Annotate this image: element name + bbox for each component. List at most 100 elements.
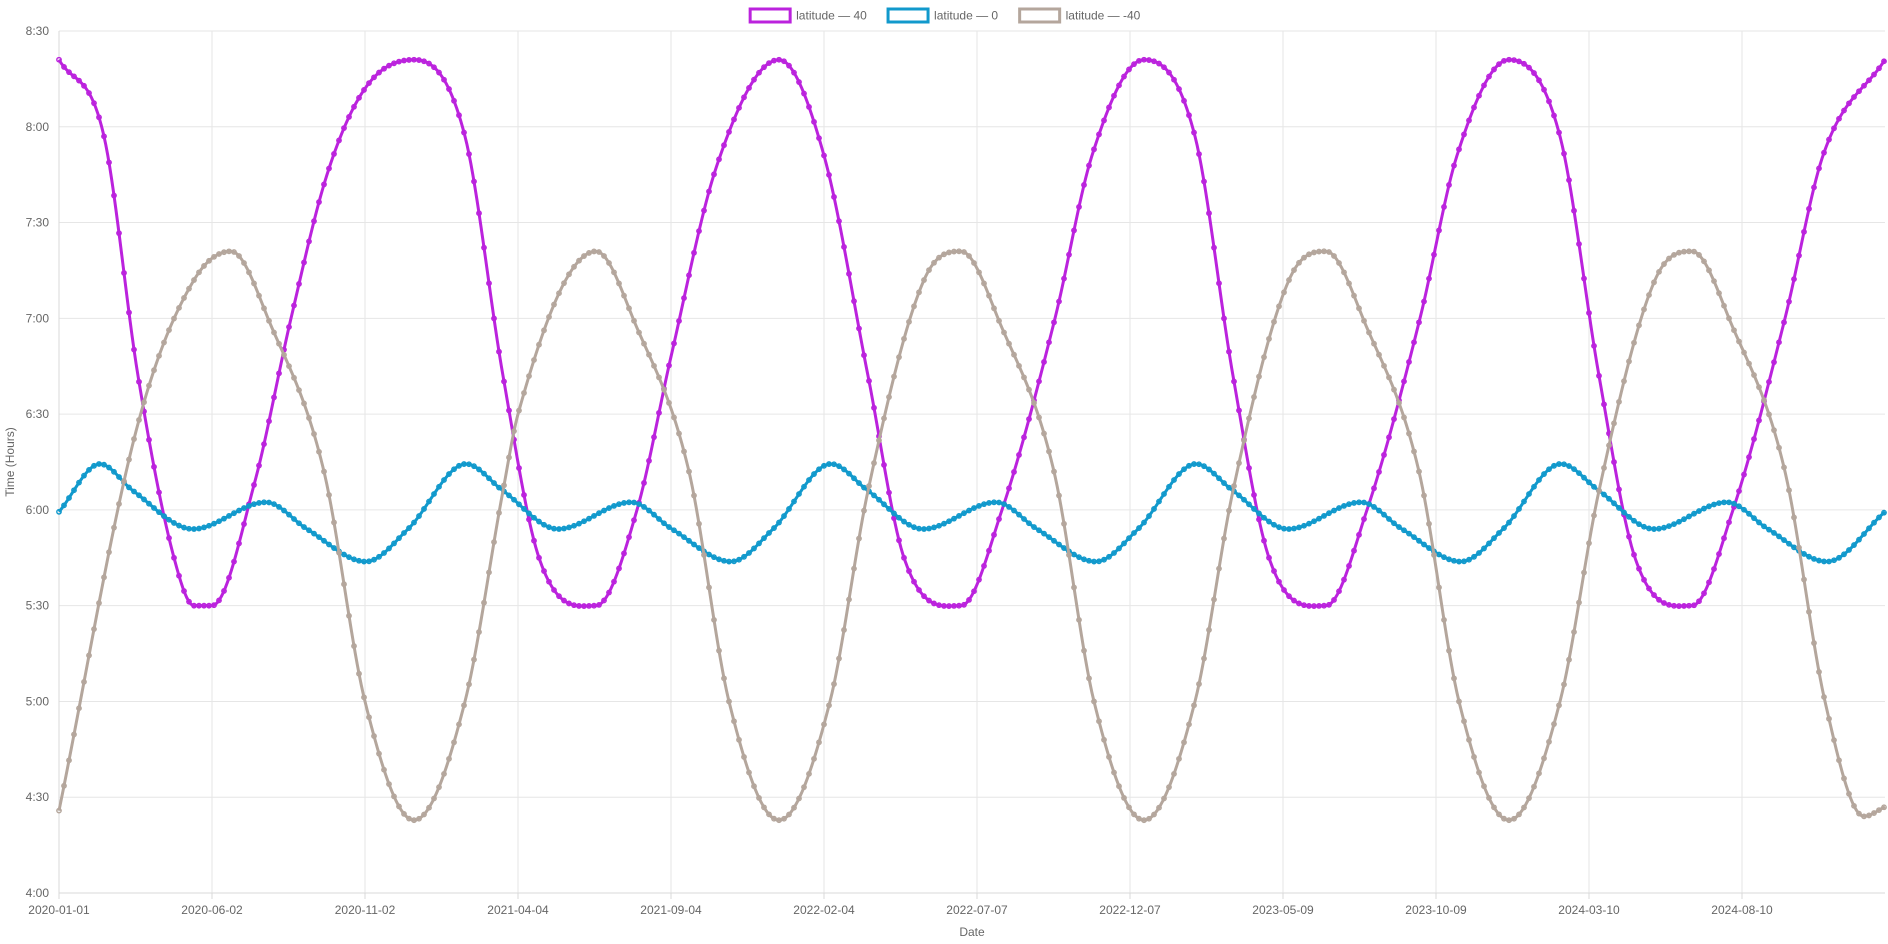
data-point bbox=[1756, 519, 1762, 526]
data-point bbox=[1196, 151, 1202, 158]
data-point bbox=[971, 260, 977, 266]
data-point bbox=[666, 400, 672, 406]
legend-swatch bbox=[886, 7, 930, 24]
data-point bbox=[406, 815, 412, 822]
data-point bbox=[991, 305, 997, 312]
data-point bbox=[1431, 552, 1437, 558]
data-point bbox=[161, 513, 167, 519]
data-point bbox=[926, 597, 932, 604]
data-point bbox=[1661, 261, 1667, 267]
data-point bbox=[376, 750, 382, 757]
data-point bbox=[301, 400, 307, 407]
data-point bbox=[1216, 280, 1222, 287]
data-point bbox=[1696, 598, 1702, 605]
data-point bbox=[246, 503, 252, 509]
data-point bbox=[1121, 540, 1127, 547]
data-point bbox=[791, 804, 797, 811]
data-point bbox=[801, 784, 807, 791]
data-point bbox=[1421, 298, 1427, 305]
data-point bbox=[986, 547, 992, 554]
data-point bbox=[851, 475, 857, 482]
data-point bbox=[446, 471, 452, 477]
data-point bbox=[1876, 514, 1882, 521]
data-point bbox=[1026, 386, 1032, 393]
data-point bbox=[256, 462, 262, 469]
data-point bbox=[201, 263, 207, 269]
data-point bbox=[511, 428, 517, 435]
data-point bbox=[1746, 510, 1752, 517]
data-point bbox=[336, 137, 342, 144]
data-point bbox=[416, 815, 422, 822]
data-point bbox=[266, 317, 272, 324]
data-point bbox=[781, 58, 787, 65]
data-point bbox=[1531, 783, 1537, 790]
legend-item[interactable]: latitude — 40 bbox=[748, 7, 867, 24]
data-point bbox=[606, 505, 612, 511]
data-point bbox=[791, 498, 797, 505]
data-point bbox=[701, 207, 707, 214]
data-point bbox=[751, 545, 757, 552]
data-point bbox=[941, 251, 947, 258]
data-point bbox=[931, 524, 937, 531]
data-point bbox=[1356, 531, 1362, 538]
data-point bbox=[111, 192, 117, 199]
data-point bbox=[1451, 557, 1457, 564]
data-point bbox=[341, 125, 347, 132]
data-point bbox=[926, 525, 932, 532]
data-point bbox=[386, 545, 392, 552]
legend-item[interactable]: latitude — -40 bbox=[1018, 7, 1141, 24]
data-point bbox=[891, 510, 897, 517]
data-point bbox=[336, 549, 342, 556]
data-point bbox=[481, 244, 487, 251]
data-point bbox=[1481, 82, 1487, 89]
data-point bbox=[1076, 203, 1082, 210]
data-point bbox=[1191, 702, 1197, 709]
data-point bbox=[1876, 807, 1882, 813]
data-point bbox=[316, 448, 322, 455]
data-point bbox=[806, 770, 812, 777]
data-point bbox=[756, 795, 762, 801]
y-tick-label: 6:30 bbox=[26, 407, 50, 421]
data-point bbox=[1836, 757, 1842, 764]
data-point bbox=[181, 524, 187, 531]
data-point bbox=[216, 518, 222, 525]
data-point bbox=[646, 507, 652, 514]
data-point bbox=[1596, 372, 1602, 379]
data-point bbox=[1381, 362, 1387, 369]
data-point bbox=[861, 484, 867, 491]
data-point bbox=[1736, 503, 1742, 510]
legend-item[interactable]: latitude — 0 bbox=[886, 7, 998, 24]
data-point bbox=[906, 568, 912, 574]
data-point bbox=[1281, 587, 1287, 593]
data-point bbox=[686, 537, 692, 544]
data-point bbox=[61, 64, 67, 70]
data-point bbox=[1126, 535, 1132, 542]
data-point bbox=[876, 437, 882, 444]
data-point bbox=[1536, 77, 1542, 84]
data-point bbox=[196, 525, 202, 532]
data-point bbox=[416, 57, 422, 63]
data-point bbox=[966, 507, 972, 514]
data-point bbox=[1776, 444, 1782, 451]
data-point bbox=[1151, 506, 1157, 512]
data-point bbox=[791, 69, 797, 76]
data-point bbox=[486, 475, 492, 482]
data-point bbox=[1741, 506, 1747, 513]
data-point bbox=[1866, 525, 1872, 532]
data-point bbox=[411, 519, 417, 526]
data-point bbox=[1736, 488, 1742, 495]
data-point bbox=[1666, 601, 1672, 608]
data-point bbox=[1136, 57, 1142, 64]
data-point bbox=[1581, 569, 1587, 576]
data-point bbox=[1416, 468, 1422, 475]
data-point bbox=[1666, 523, 1672, 530]
data-point bbox=[636, 501, 642, 508]
data-point bbox=[426, 804, 432, 811]
data-point bbox=[1421, 492, 1427, 499]
data-point bbox=[1871, 71, 1877, 78]
data-point bbox=[476, 629, 482, 635]
data-point bbox=[1271, 568, 1277, 574]
data-point bbox=[1741, 349, 1747, 356]
data-point bbox=[916, 289, 922, 296]
